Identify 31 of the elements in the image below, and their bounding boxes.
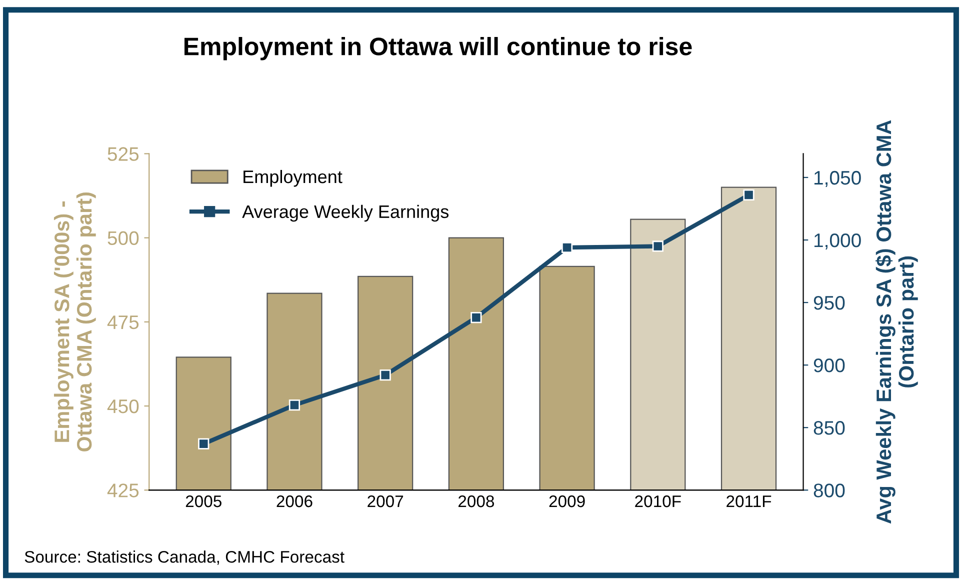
source-note: Source: Statistics Canada, CMHC Forecast	[24, 550, 344, 565]
point	[288, 400, 300, 411]
point	[470, 312, 482, 324]
y2-tick-label: 900	[814, 358, 845, 372]
x-tick-label: 2010F	[635, 495, 681, 508]
y2-tick-label: 850	[814, 421, 845, 435]
y2-tick-label: 800	[814, 484, 845, 498]
x-tick-label: 2011F	[726, 495, 772, 508]
x-tick-label: 2008	[458, 495, 494, 508]
point	[380, 369, 391, 381]
chart-title: Employment in Ottawa will continue to rise	[184, 36, 692, 60]
y-tick-label: 525	[108, 147, 139, 161]
y-tick-label: 500	[108, 231, 139, 246]
point	[743, 189, 754, 201]
y-axis-title: Employment SA ('000s) - Ottawa CMA (Ontario part)	[54, 192, 96, 452]
y2-tick-label: 1,000	[814, 233, 861, 250]
x-tick-label: 2006	[276, 495, 312, 508]
legend-label: Average Weekly Earnings	[242, 204, 449, 222]
y-tick-label: 475	[107, 316, 139, 330]
point	[198, 438, 210, 450]
y2-tick-label: 950	[814, 296, 845, 310]
y-tick-label: 425	[107, 484, 139, 498]
x-tick-label: 2009	[549, 495, 585, 508]
legend-label: Employment	[244, 170, 342, 187]
x-tick-label: 2005	[186, 495, 222, 508]
y2-axis-title: Avg Weekly Earnings SA ($) Ottawa CMA (Ontario part)	[876, 120, 918, 524]
point	[561, 242, 573, 254]
y2-tick-label: 1,050	[814, 170, 861, 187]
point	[652, 240, 664, 252]
y-tick-label: 450	[107, 399, 139, 414]
x-tick-label: 2007	[368, 495, 404, 508]
